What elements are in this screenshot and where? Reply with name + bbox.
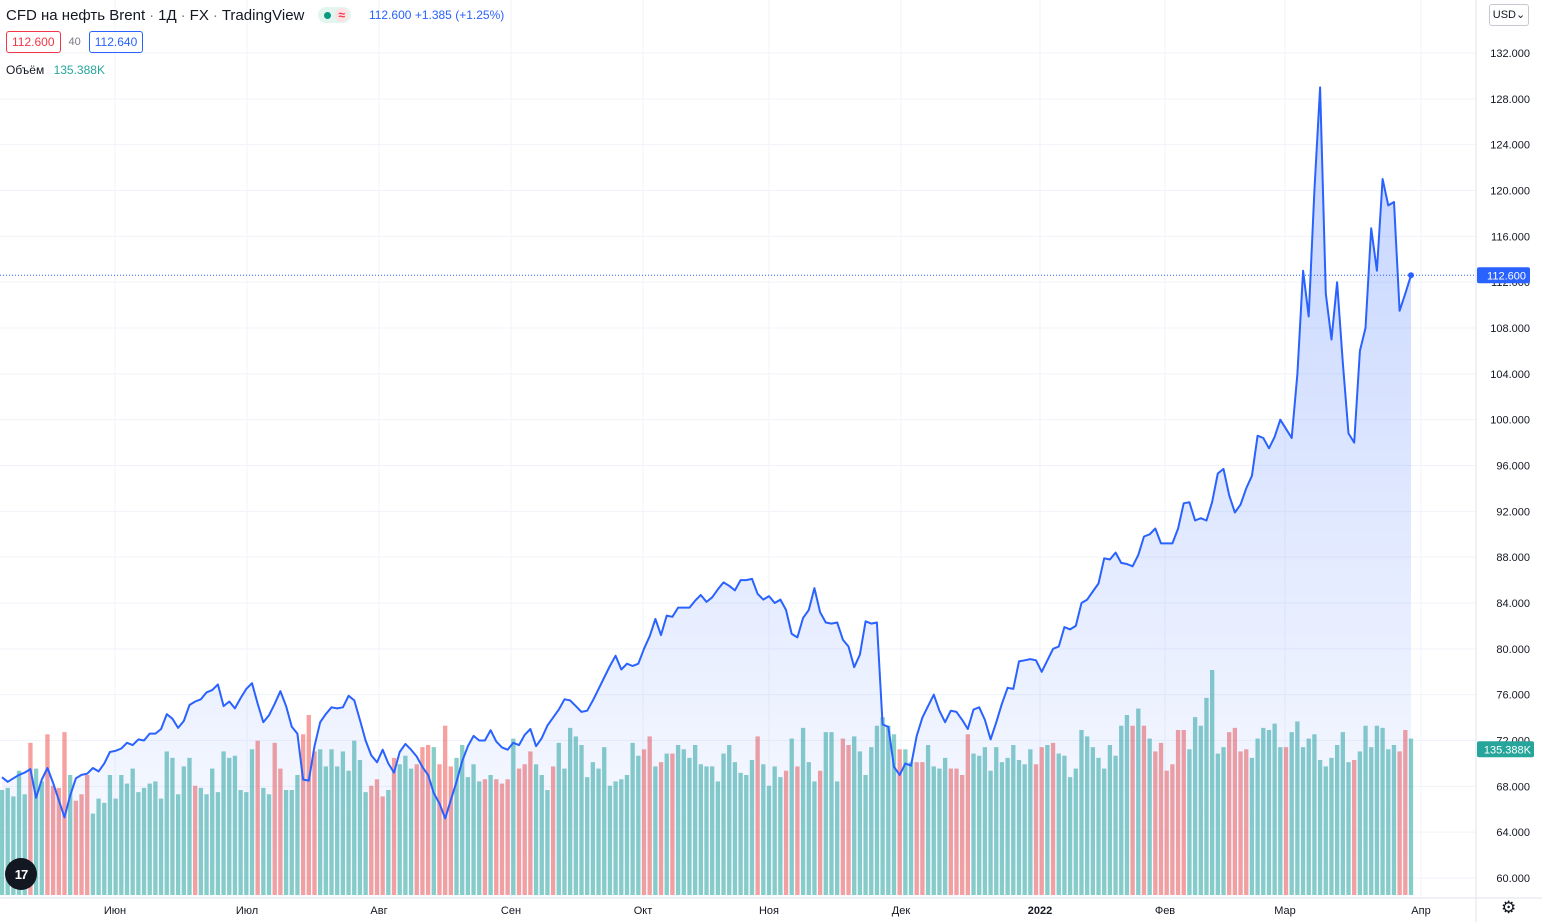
price-area-fill bbox=[2, 87, 1411, 898]
time-axis[interactable]: Июн Июл Авг Сен Окт Ноя Дек 2022 Фев Мар Апр bbox=[0, 897, 1542, 917]
market-status-pill[interactable]: ≈ bbox=[318, 7, 351, 23]
time-tick-label: Ноя bbox=[759, 905, 779, 917]
currency-selector[interactable]: USD⌄ bbox=[1489, 4, 1529, 26]
sell-button[interactable]: 112.600 bbox=[6, 31, 61, 53]
chevron-down-icon: ⌄ bbox=[1516, 9, 1526, 21]
header-separator: · bbox=[212, 6, 218, 24]
gear-icon[interactable]: ⚙ bbox=[1501, 898, 1517, 917]
price-tick-label: 88.000 bbox=[1496, 552, 1530, 564]
source-label: TradingView bbox=[221, 6, 305, 24]
header-separator: · bbox=[180, 6, 186, 24]
time-tick-label: Окт bbox=[634, 905, 653, 917]
time-tick-label: Фев bbox=[1155, 905, 1175, 917]
price-tick-label: 84.000 bbox=[1496, 598, 1530, 610]
volume-legend[interactable]: Объём 135.388K bbox=[6, 63, 105, 77]
price-tick-label: 128.000 bbox=[1490, 94, 1530, 106]
price-tick-label: 96.000 bbox=[1496, 461, 1530, 473]
header-separator: · bbox=[149, 6, 155, 24]
price-tick-label: 124.000 bbox=[1490, 140, 1530, 152]
symbol-title[interactable]: CFD на нефть Brent bbox=[6, 6, 146, 24]
price-tick-label: 104.000 bbox=[1490, 369, 1530, 381]
price-line bbox=[1, 86, 1412, 820]
chart-header: CFD на нефть Brent · 1Д · FX · TradingVi… bbox=[6, 5, 504, 25]
time-tick-label: Дек bbox=[892, 905, 911, 917]
price-tick-label: 100.000 bbox=[1490, 415, 1530, 427]
price-tick-label: 60.000 bbox=[1496, 873, 1530, 885]
last-price-badge: 112.600 bbox=[1477, 267, 1530, 284]
time-tick-label: Авг bbox=[370, 905, 387, 917]
last-price-dot bbox=[1408, 272, 1414, 279]
volume-badge-label: 135.388K bbox=[1484, 744, 1532, 756]
interval-label[interactable]: 1Д bbox=[158, 6, 177, 24]
volume-legend-value: 135.388K bbox=[53, 63, 105, 77]
price-tick-label: 68.000 bbox=[1496, 781, 1530, 793]
time-tick-label: Июл bbox=[236, 905, 258, 917]
time-tick-label: Сен bbox=[501, 905, 521, 917]
price-tick-label: 120.000 bbox=[1490, 186, 1530, 198]
volume-badge: 135.388K bbox=[1477, 741, 1534, 758]
currency-label: USD bbox=[1492, 9, 1516, 21]
last-price-badge-bg bbox=[1477, 267, 1530, 284]
last-quote: 112.600 +1.385 (+1.25%) bbox=[369, 8, 504, 22]
exchange-label: FX bbox=[189, 6, 209, 24]
price-tick-label: 64.000 bbox=[1496, 827, 1530, 839]
price-change-percent: (+1.25%) bbox=[455, 8, 505, 22]
tradingview-logo-icon[interactable]: 17 bbox=[5, 858, 37, 890]
volume-badge-bg bbox=[1477, 741, 1534, 758]
price-area bbox=[0, 86, 1476, 898]
price-tick-label: 116.000 bbox=[1491, 231, 1530, 243]
time-tick-label: Апр bbox=[1411, 905, 1430, 917]
time-tick-label: Июн bbox=[104, 905, 126, 917]
delayed-data-icon: ≈ bbox=[335, 8, 348, 22]
price-tick-label: 76.000 bbox=[1496, 690, 1530, 702]
price-tick-label: 132.000 bbox=[1490, 48, 1530, 60]
market-open-dot-icon bbox=[324, 11, 332, 19]
price-tick-label: 80.000 bbox=[1496, 644, 1530, 656]
last-price-badge-label: 112.600 bbox=[1487, 270, 1526, 282]
time-tick-label: 2022 bbox=[1028, 905, 1052, 917]
buy-button[interactable]: 112.640 bbox=[88, 31, 144, 53]
quote-buttons: 112.600 40 112.640 bbox=[6, 31, 144, 53]
price-change: +1.385 bbox=[414, 8, 452, 22]
price-tick-label: 92.000 bbox=[1496, 506, 1530, 518]
price-tick-label: 108.000 bbox=[1490, 323, 1530, 335]
last-price: 112.600 bbox=[368, 8, 412, 22]
time-tick-label: Мар bbox=[1274, 905, 1296, 917]
volume-bar bbox=[442, 725, 448, 895]
price-axis[interactable]: 60.00064.00068.00072.00076.00080.00084.0… bbox=[1475, 0, 1534, 922]
volume-legend-label: Объём bbox=[6, 63, 45, 77]
spread-value: 40 bbox=[68, 36, 81, 48]
